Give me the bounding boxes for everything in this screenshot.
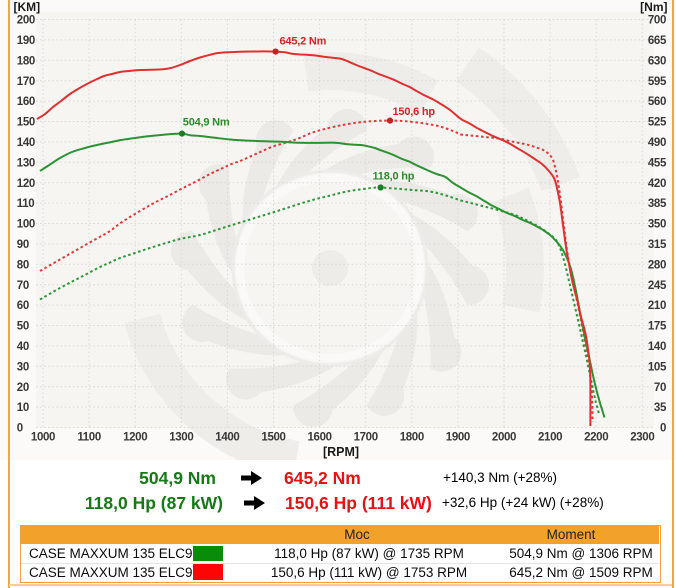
svg-text:1200: 1200 [123, 432, 147, 444]
svg-text:2200: 2200 [584, 432, 608, 444]
svg-text:40: 40 [17, 341, 29, 353]
svg-text:525: 525 [648, 117, 667, 129]
svg-text:10: 10 [17, 402, 29, 414]
svg-text:140: 140 [17, 137, 35, 149]
svg-text:1300: 1300 [169, 432, 193, 444]
svg-text:100: 100 [17, 219, 35, 231]
svg-text:1500: 1500 [261, 432, 285, 444]
svg-text:80: 80 [17, 259, 29, 271]
svg-text:1000: 1000 [31, 432, 55, 444]
svg-text:[Nm]: [Nm] [640, 0, 667, 14]
svg-text:140: 140 [648, 341, 666, 353]
svg-text:280: 280 [648, 259, 666, 271]
svg-text:630: 630 [648, 55, 666, 67]
svg-text:1800: 1800 [400, 432, 424, 444]
svg-text:[KM]: [KM] [14, 0, 41, 14]
svg-text:150: 150 [17, 117, 35, 129]
svg-text:150,6 hp: 150,6 hp [393, 106, 436, 118]
svg-text:190: 190 [17, 35, 35, 47]
svg-text:385: 385 [648, 198, 667, 210]
svg-text:1700: 1700 [354, 432, 378, 444]
svg-text:170: 170 [17, 76, 35, 88]
svg-text:118,0 hp: 118,0 hp [373, 171, 415, 183]
svg-text:350: 350 [648, 219, 666, 231]
svg-text:1600: 1600 [308, 432, 332, 444]
svg-text:420: 420 [648, 178, 666, 190]
svg-text:60: 60 [17, 300, 29, 312]
svg-text:110: 110 [17, 198, 35, 210]
svg-text:180: 180 [17, 55, 35, 67]
svg-text:50: 50 [17, 321, 29, 333]
svg-text:700: 700 [648, 15, 666, 27]
svg-text:120: 120 [17, 178, 35, 190]
svg-text:595: 595 [648, 76, 667, 88]
svg-text:210: 210 [648, 300, 666, 312]
svg-text:2300: 2300 [630, 432, 654, 444]
svg-text:90: 90 [17, 239, 29, 251]
svg-text:175: 175 [648, 321, 667, 333]
svg-text:130: 130 [17, 157, 35, 169]
svg-text:70: 70 [654, 382, 666, 394]
svg-text:200: 200 [17, 15, 35, 27]
svg-text:160: 160 [17, 96, 35, 108]
svg-text:2000: 2000 [492, 432, 516, 444]
svg-text:1900: 1900 [446, 432, 470, 444]
svg-text:30: 30 [17, 361, 29, 373]
svg-text:20: 20 [17, 382, 29, 394]
svg-text:70: 70 [17, 280, 29, 292]
svg-text:105: 105 [648, 361, 667, 373]
svg-text:0: 0 [17, 423, 23, 435]
svg-text:455: 455 [648, 157, 667, 169]
svg-text:560: 560 [648, 96, 666, 108]
svg-text:[RPM]: [RPM] [323, 445, 359, 459]
svg-text:665: 665 [648, 35, 667, 47]
svg-text:645,2 Nm: 645,2 Nm [280, 36, 327, 48]
svg-text:315: 315 [648, 239, 667, 251]
svg-text:490: 490 [648, 137, 666, 149]
svg-text:0: 0 [660, 423, 666, 435]
svg-text:2100: 2100 [538, 432, 562, 444]
svg-text:35: 35 [654, 402, 667, 414]
svg-text:1400: 1400 [215, 432, 239, 444]
svg-text:1100: 1100 [77, 432, 101, 444]
svg-text:504,9 Nm: 504,9 Nm [183, 117, 230, 129]
svg-text:245: 245 [648, 280, 667, 292]
